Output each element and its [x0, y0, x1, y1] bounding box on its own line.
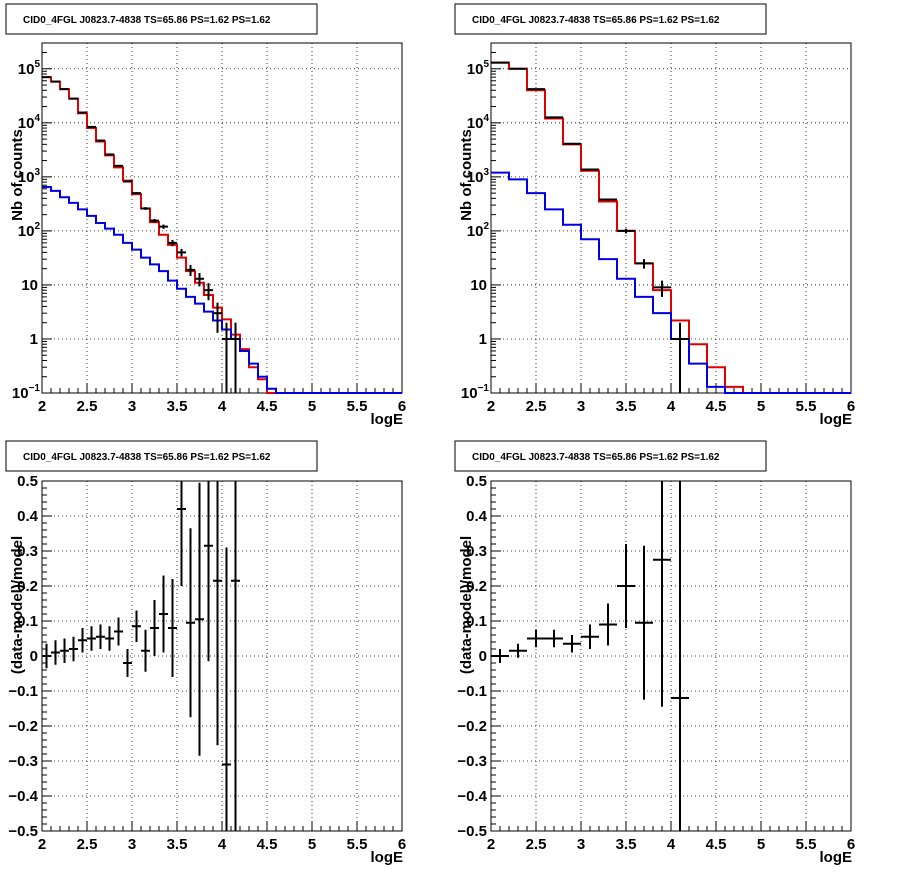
x-tick-label: 3.5 — [167, 398, 188, 415]
x-tick-label: 3 — [128, 398, 136, 415]
y-tick-label: 0.2 — [17, 578, 38, 595]
panel-residual-left: CID0_4FGL J0823.7-4838 TS=65.86 PS=1.62 … — [5, 440, 406, 866]
x-tick-label: 6 — [847, 398, 855, 415]
y-tick-label: −0.4 — [8, 788, 38, 805]
x-tick-label: 6 — [398, 836, 406, 853]
x-tick-label: 5.5 — [347, 836, 368, 853]
x-tick-label: 3.5 — [616, 398, 637, 415]
x-axis-title: logE — [371, 411, 404, 428]
y-tick-label: 0.3 — [17, 543, 38, 560]
series-source_model-line — [491, 171, 851, 394]
x-tick-label: 2 — [487, 398, 495, 415]
x-tick-label: 5 — [308, 398, 316, 415]
x-tick-label: 4 — [667, 398, 676, 415]
title-box — [5, 440, 318, 472]
y-tick-label: 0.4 — [466, 508, 488, 525]
y-axis-title: Nb of counts — [458, 129, 475, 221]
x-tick-label: 2 — [38, 398, 46, 415]
x-tick-label: 3 — [128, 836, 136, 853]
y-tick-label: 0.3 — [466, 543, 487, 560]
y-tick-label: 104 — [467, 113, 490, 132]
chart-title: CID0_4FGL J0823.7-4838 TS=65.86 PS=1.62 … — [472, 15, 720, 26]
y-tick-label: 0.5 — [17, 473, 38, 490]
title-box — [454, 3, 767, 35]
y-tick-label: −0.3 — [457, 753, 487, 770]
x-tick-label: 4.5 — [706, 398, 727, 415]
panel-counts-right: CID0_4FGL J0823.7-4838 TS=65.86 PS=1.62 … — [454, 3, 855, 428]
x-tick-label: 5.5 — [347, 398, 368, 415]
x-tick-label: 4 — [667, 836, 676, 853]
y-tick-label: 0.1 — [17, 613, 38, 630]
x-tick-label: 4.5 — [257, 398, 278, 415]
x-tick-label: 3.5 — [616, 836, 637, 853]
y-tick-label: −0.1 — [457, 683, 487, 700]
x-tick-label: 3 — [577, 836, 585, 853]
x-tick-label: 5 — [308, 836, 316, 853]
y-tick-label: 0 — [479, 648, 487, 665]
chart-title: CID0_4FGL J0823.7-4838 TS=65.86 PS=1.62 … — [472, 452, 720, 463]
chart-title: CID0_4FGL J0823.7-4838 TS=65.86 PS=1.62 … — [23, 452, 271, 463]
title-box — [5, 3, 318, 35]
panel-residual-right: CID0_4FGL J0823.7-4838 TS=65.86 PS=1.62 … — [454, 440, 855, 866]
y-axis-title: (data-model)/model — [9, 536, 26, 674]
y-tick-label: 105 — [18, 59, 41, 78]
y-tick-label: 10−1 — [461, 383, 490, 402]
x-tick-label: 2.5 — [526, 398, 547, 415]
chart-title: CID0_4FGL J0823.7-4838 TS=65.86 PS=1.62 … — [23, 15, 271, 26]
panel-counts-left: CID0_4FGL J0823.7-4838 TS=65.86 PS=1.62 … — [5, 3, 406, 428]
x-tick-label: 6 — [847, 836, 855, 853]
y-tick-label: 102 — [18, 221, 41, 240]
y-tick-label: 1 — [479, 331, 487, 348]
y-tick-label: 0 — [30, 648, 38, 665]
series-source_model-line — [42, 185, 402, 394]
y-tick-label: 0.2 — [466, 578, 487, 595]
x-tick-label: 2.5 — [526, 836, 547, 853]
x-tick-label: 4 — [218, 398, 227, 415]
x-tick-label: 3 — [577, 398, 585, 415]
x-tick-label: 2 — [487, 836, 495, 853]
x-tick-label: 5 — [757, 836, 765, 853]
y-tick-label: 103 — [18, 167, 41, 186]
y-tick-label: 1 — [30, 331, 38, 348]
x-axis-title: logE — [371, 849, 404, 866]
y-tick-label: −0.2 — [457, 718, 487, 735]
y-tick-label: 105 — [467, 59, 490, 78]
y-tick-label: 0.5 — [466, 473, 487, 490]
y-tick-label: 10 — [470, 277, 487, 294]
y-tick-label: 10−1 — [12, 383, 41, 402]
x-tick-label: 4.5 — [706, 836, 727, 853]
y-tick-label: 0.4 — [17, 508, 39, 525]
y-tick-label: −0.1 — [8, 683, 38, 700]
y-tick-label: −0.3 — [8, 753, 38, 770]
x-tick-label: 4.5 — [257, 836, 278, 853]
x-tick-label: 2.5 — [77, 836, 98, 853]
x-tick-label: 5 — [757, 398, 765, 415]
x-tick-label: 5.5 — [796, 836, 817, 853]
y-tick-label: −0.2 — [8, 718, 38, 735]
x-tick-label: 5.5 — [796, 398, 817, 415]
x-tick-label: 3.5 — [167, 836, 188, 853]
y-tick-label: −0.4 — [457, 788, 487, 805]
y-tick-label: 0.1 — [466, 613, 487, 630]
y-tick-label: −0.5 — [8, 823, 38, 840]
title-box — [454, 440, 767, 472]
y-tick-label: −0.5 — [457, 823, 487, 840]
x-tick-label: 2 — [38, 836, 46, 853]
y-tick-label: 104 — [18, 113, 41, 132]
y-tick-label: 10 — [21, 277, 38, 294]
y-axis-title: Nb of counts — [9, 129, 26, 221]
x-tick-label: 2.5 — [77, 398, 98, 415]
x-axis-title: logE — [820, 849, 853, 866]
x-tick-label: 6 — [398, 398, 406, 415]
y-axis-title: (data-model)/model — [458, 536, 475, 674]
x-tick-label: 4 — [218, 836, 227, 853]
y-tick-label: 102 — [467, 221, 490, 240]
x-axis-title: logE — [820, 411, 853, 428]
y-tick-label: 103 — [467, 167, 490, 186]
